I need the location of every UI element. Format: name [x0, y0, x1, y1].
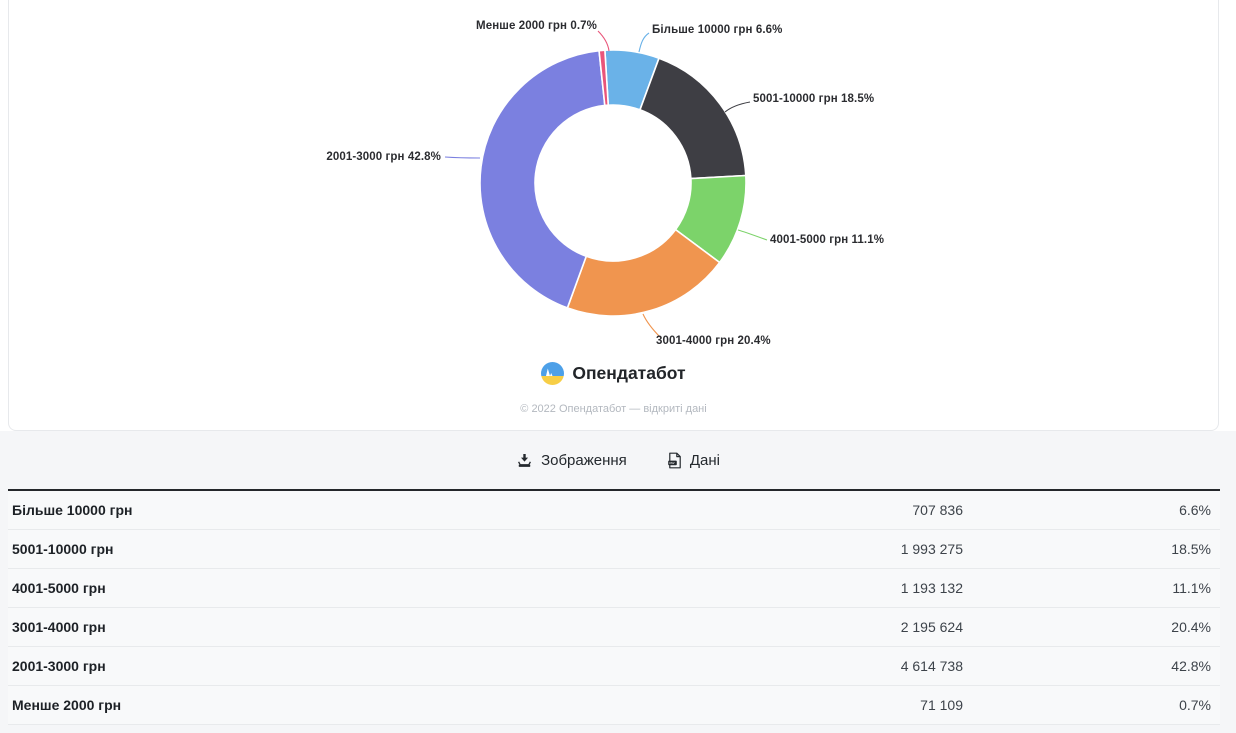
category-cell: 2001-3000 грн [8, 646, 743, 686]
table-row: Менше 2000 грн 71 109 0.7% [8, 685, 1220, 725]
table-row: 2001-3000 грн 4 614 738 42.8% [8, 646, 1220, 686]
donut-chart [444, 30, 768, 339]
download-data-label: Дані [689, 451, 720, 469]
data-table: Більше 10000 грн 707 836 6.6% 5001-10000 гр… [8, 489, 1220, 725]
value-cell: 1 993 275 [743, 529, 963, 569]
category-cell: Менше 2000 грн [8, 685, 743, 725]
chart-label-5001-10000: 5001-10000 грн 18.5% [753, 93, 875, 105]
category-cell: Більше 10000 грн [8, 490, 743, 530]
chart-label-2001-3000: 2001-3000 грн 42.8% [326, 151, 441, 163]
percent-cell: 42.8% [963, 646, 1220, 686]
leader-line [724, 101, 751, 113]
chart-label-bilshe-10000: Більше 10000 грн 6.6% [652, 24, 783, 36]
percent-cell: 20.4% [963, 607, 1220, 647]
value-cell: 1 193 132 [743, 568, 963, 608]
opendatabot-logo: Опендатабот [9, 362, 1218, 385]
download-image-button[interactable]: Зображення [514, 448, 629, 473]
table-row: Більше 10000 грн 707 836 6.6% [8, 490, 1220, 530]
copyright-line: © 2022 Опендатабот — відкриті дані [520, 403, 707, 415]
leader-line [737, 229, 768, 241]
percent-cell: 11.1% [963, 568, 1220, 608]
chart-label-4001-5000: 4001-5000 грн 11.1% [770, 234, 885, 246]
download-data-button[interactable]: csv Дані [665, 448, 722, 473]
export-actions: Зображення csv Дані [0, 431, 1236, 489]
pie-slice-1[interactable] [639, 57, 747, 180]
chart-label-menshe-2000: Менше 2000 грн 0.7% [476, 20, 597, 32]
percent-cell: 6.6% [963, 490, 1220, 530]
value-cell: 71 109 [743, 685, 963, 725]
category-cell: 4001-5000 грн [8, 568, 743, 608]
pie-slice-5[interactable] [598, 49, 610, 107]
percent-cell: 0.7% [963, 685, 1220, 725]
leader-line [597, 30, 610, 52]
chart-label-3001-4000: 3001-4000 грн 20.4% [656, 335, 771, 347]
value-cell: 2 195 624 [743, 607, 963, 647]
opendatabot-logo-icon [541, 362, 565, 385]
category-cell: 5001-10000 грн [8, 529, 743, 569]
lower-section: Зображення csv Дані Більше 10000 грн 707 … [0, 431, 1236, 733]
table-row: 5001-10000 грн 1 993 275 18.5% [8, 529, 1220, 569]
csv-file-icon: csv [668, 452, 681, 468]
value-cell: 707 836 [743, 490, 963, 530]
download-image-label: Зображення [541, 451, 627, 469]
leader-line [642, 313, 662, 339]
data-table-body: Більше 10000 грн 707 836 6.6% 5001-10000 гр… [8, 490, 1220, 725]
leader-line [444, 156, 481, 159]
opendatabot-logo-text: Опендатабот [572, 363, 686, 383]
percent-cell: 18.5% [963, 529, 1220, 569]
category-cell: 3001-4000 грн [8, 607, 743, 647]
download-icon [518, 453, 532, 467]
leader-line [638, 32, 650, 53]
value-cell: 4 614 738 [743, 646, 963, 686]
pie-slice-4[interactable] [479, 49, 606, 309]
table-row: 4001-5000 грн 1 193 132 11.1% [8, 568, 1220, 608]
chart-card: Більше 10000 грн 6.6% 5001-10000 грн 18.… [8, 0, 1219, 431]
svg-text:csv: csv [669, 461, 675, 465]
table-row: 3001-4000 грн 2 195 624 20.4% [8, 607, 1220, 647]
